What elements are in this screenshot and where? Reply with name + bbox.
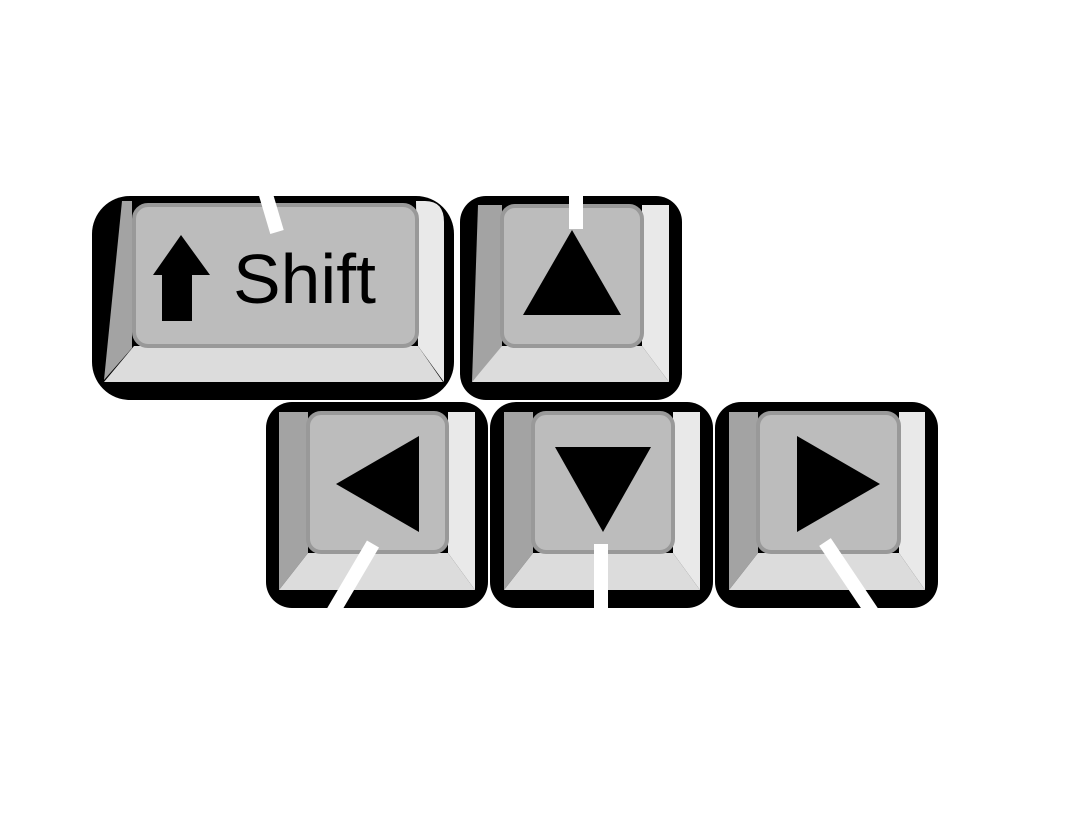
leader-line-shift (257, 186, 284, 234)
key-right (715, 402, 938, 608)
key-shift-label: Shift (233, 240, 376, 318)
key-shift: Shift (92, 196, 454, 400)
up-arrow-block-icon (153, 235, 210, 321)
key-left-left-bevel (279, 412, 308, 590)
key-down (490, 402, 713, 608)
key-down-left-bevel (504, 412, 533, 590)
key-left-right-bevel (448, 412, 475, 590)
key-left (266, 402, 488, 608)
key-down-right-bevel (673, 412, 700, 590)
key-shift-bottom-bevel (104, 346, 443, 382)
key-right-bottom-bevel (729, 553, 925, 590)
key-left-bottom-bevel (279, 553, 475, 590)
key-shift-right-bevel (416, 201, 444, 382)
right-triangle-icon (797, 436, 880, 532)
key-up-left-bevel (472, 205, 502, 382)
up-triangle-icon (523, 230, 621, 315)
down-triangle-icon (555, 447, 651, 532)
leader-line-left (326, 540, 380, 616)
left-triangle-icon (336, 436, 419, 532)
key-right-right-bevel (899, 412, 925, 590)
leader-line-right (819, 538, 878, 616)
key-up-bottom-bevel (472, 346, 669, 382)
leader-lines (257, 186, 878, 616)
key-right-left-bevel (729, 412, 758, 590)
key-shift-left-bevel (104, 201, 132, 380)
key-up-right-bevel (642, 205, 669, 382)
